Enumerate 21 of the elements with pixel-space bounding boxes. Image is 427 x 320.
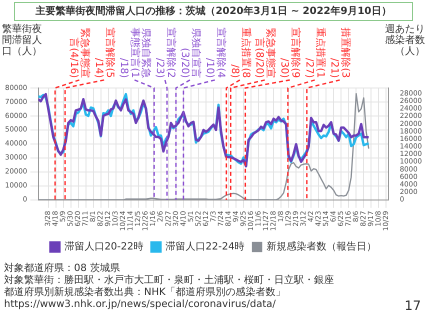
ref-line-label: 重点措置(8/8) bbox=[228, 28, 252, 78]
text: 17 bbox=[404, 299, 421, 314]
legend-label: 滞留人口22-24時 bbox=[166, 240, 245, 253]
text: 対象都道府県：08 茨城県 bbox=[4, 263, 120, 274]
ref-line-label: 県独自宣言(3/20) bbox=[178, 28, 202, 78]
chart-title: 主要繁華街夜間滞留人口の推移：茨城（2020年3月1日 ~ 2022年9月10日） bbox=[14, 2, 413, 21]
ref-line-label: 宣言解除(4/10) bbox=[204, 28, 227, 78]
text: 都道府県別新規感染者数出典：NHK「都道府県別の感染者数」 https://www3.nhk.or.jp/news/special/coronavirus/data/ bbox=[4, 287, 287, 311]
text: 対象繁華街：勝田駅・水戸市大工町・泉町・土浦駅・桜町・日立駅・銀座 bbox=[4, 275, 334, 286]
y2-axis-title: 週あたり感染者数（人） bbox=[384, 24, 425, 57]
ref-line-label: 緊急事態宣言(8/20) bbox=[254, 28, 277, 78]
ref-line-label: 県独自緊急事態宣言(1/18) bbox=[118, 28, 152, 78]
y-axis-title: 繁華街夜間滞留人口（人） bbox=[2, 24, 43, 57]
ref-line-label: 重点措置(1/27) bbox=[304, 28, 327, 78]
ref-line-label: 措置解除(3/21) bbox=[328, 28, 352, 78]
ref-line-label: 宣言解除(2/23) bbox=[154, 28, 177, 78]
ref-line-label: 宣言解除(9/30) bbox=[278, 28, 302, 78]
ref-line-label: 宣言解除(5/14) bbox=[93, 28, 116, 78]
legend-label: 新規感染者数（報告日） bbox=[266, 240, 377, 253]
ref-line-label: 緊急事態宣言(4/16) bbox=[68, 28, 92, 78]
legend-label: 滞留人口20-22時 bbox=[64, 240, 144, 253]
